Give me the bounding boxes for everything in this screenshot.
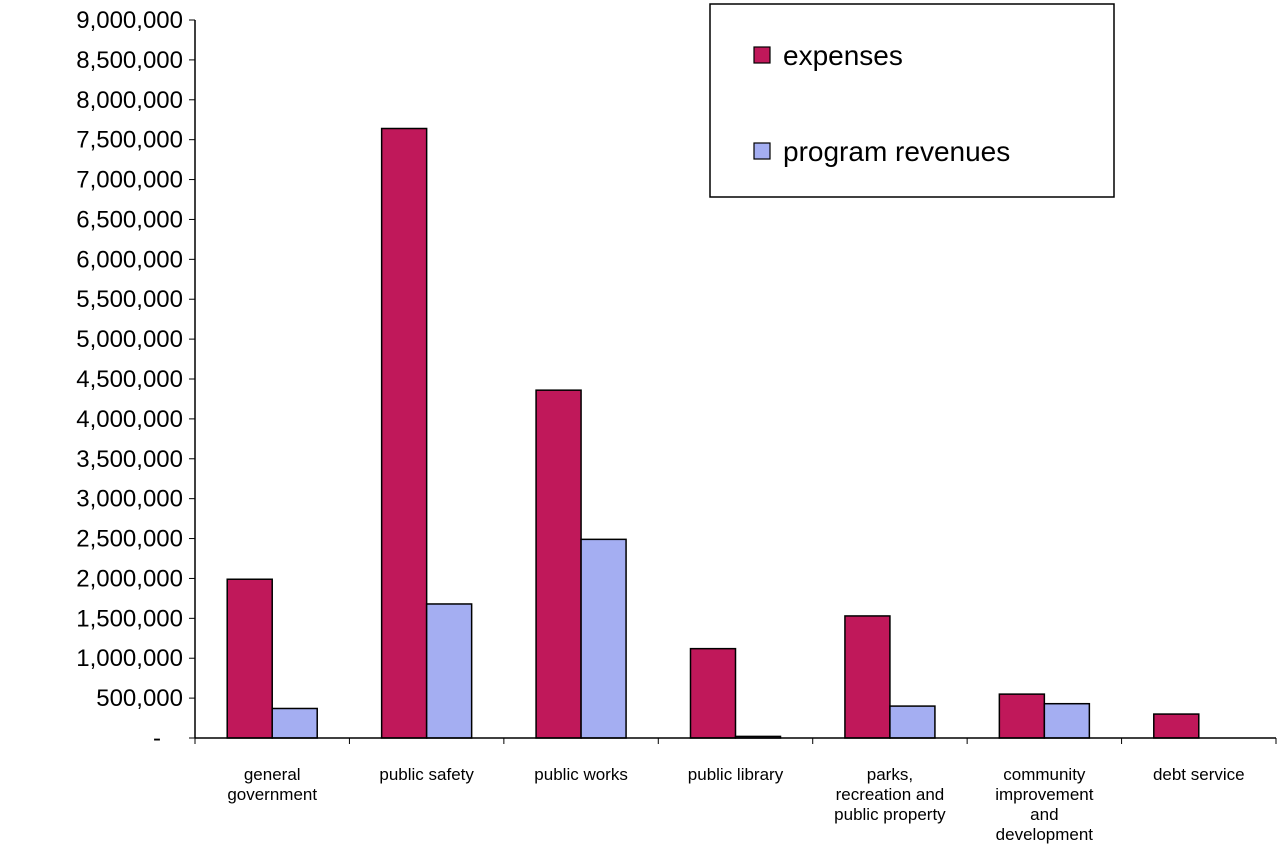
y-tick-label: 1,000,000: [76, 645, 183, 672]
x-tick-label: general: [244, 765, 301, 784]
x-tick-label: government: [227, 785, 317, 804]
y-axis-ticks: - 500,000 1,000,000 1,500,000 2,000,000 2,500…: [76, 7, 195, 752]
program-revenues-bar: [580, 538, 627, 739]
y-tick-label: 5,500,000: [76, 286, 183, 313]
expenses-bar: [535, 389, 582, 739]
y-tick-label: 4,000,000: [76, 406, 183, 433]
y-tick-label: 6,500,000: [76, 206, 183, 233]
y-tick-label: 1,500,000: [76, 605, 183, 632]
y-tick-label: 3,500,000: [76, 446, 183, 473]
x-tick-label: public safety: [379, 765, 474, 784]
y-tick-label: 500,000: [96, 685, 183, 712]
legend-swatch: [753, 46, 771, 64]
legend-box: [709, 3, 1115, 198]
program-revenues-bar: [425, 603, 473, 739]
expenses-bar: [226, 578, 273, 739]
y-tick-label: 2,000,000: [76, 565, 183, 592]
expenses-bar: [380, 127, 428, 739]
x-tick-label: public library: [688, 765, 784, 784]
x-tick-label: debt service: [1153, 765, 1245, 784]
expenses-bar: [844, 615, 891, 739]
x-tick-label: parks,: [867, 765, 913, 784]
program-revenues-bar: [1043, 702, 1091, 739]
x-tick-label: community: [1003, 765, 1086, 784]
y-tick-label: 3,000,000: [76, 486, 183, 513]
expenses-bar: [1153, 713, 1200, 739]
program-revenues-bar: [889, 705, 936, 739]
expenses-bar: [689, 647, 737, 739]
y-tick-label: 8,000,000: [76, 87, 183, 114]
y-tick-label: 9,000,000: [76, 7, 183, 34]
y-tick-label: 7,000,000: [76, 167, 183, 194]
y-tick-label: 8,500,000: [76, 47, 183, 74]
program-revenues-bar: [271, 707, 318, 739]
bars: [226, 127, 1200, 739]
legend: expenses program revenues: [709, 3, 1115, 198]
x-tick-label: improvement: [995, 785, 1094, 804]
y-tick-label: -: [153, 725, 161, 752]
y-tick-label: 7,500,000: [76, 127, 183, 154]
x-tick-label: development: [996, 825, 1094, 844]
axes: [194, 20, 1277, 744]
x-tick-label: and: [1030, 805, 1058, 824]
legend-label: expenses: [783, 40, 903, 71]
y-tick-label: 4,500,000: [76, 366, 183, 393]
expenses-bar: [998, 693, 1046, 739]
legend-swatch: [753, 142, 771, 160]
y-tick-label: 5,000,000: [76, 326, 183, 353]
x-tick-label: public property: [834, 805, 946, 824]
x-tick-label: public works: [534, 765, 628, 784]
y-tick-label: 6,000,000: [76, 246, 183, 273]
y-tick-label: 2,500,000: [76, 526, 183, 553]
x-tick-label: recreation and: [836, 785, 945, 804]
legend-label: program revenues: [783, 136, 1010, 167]
